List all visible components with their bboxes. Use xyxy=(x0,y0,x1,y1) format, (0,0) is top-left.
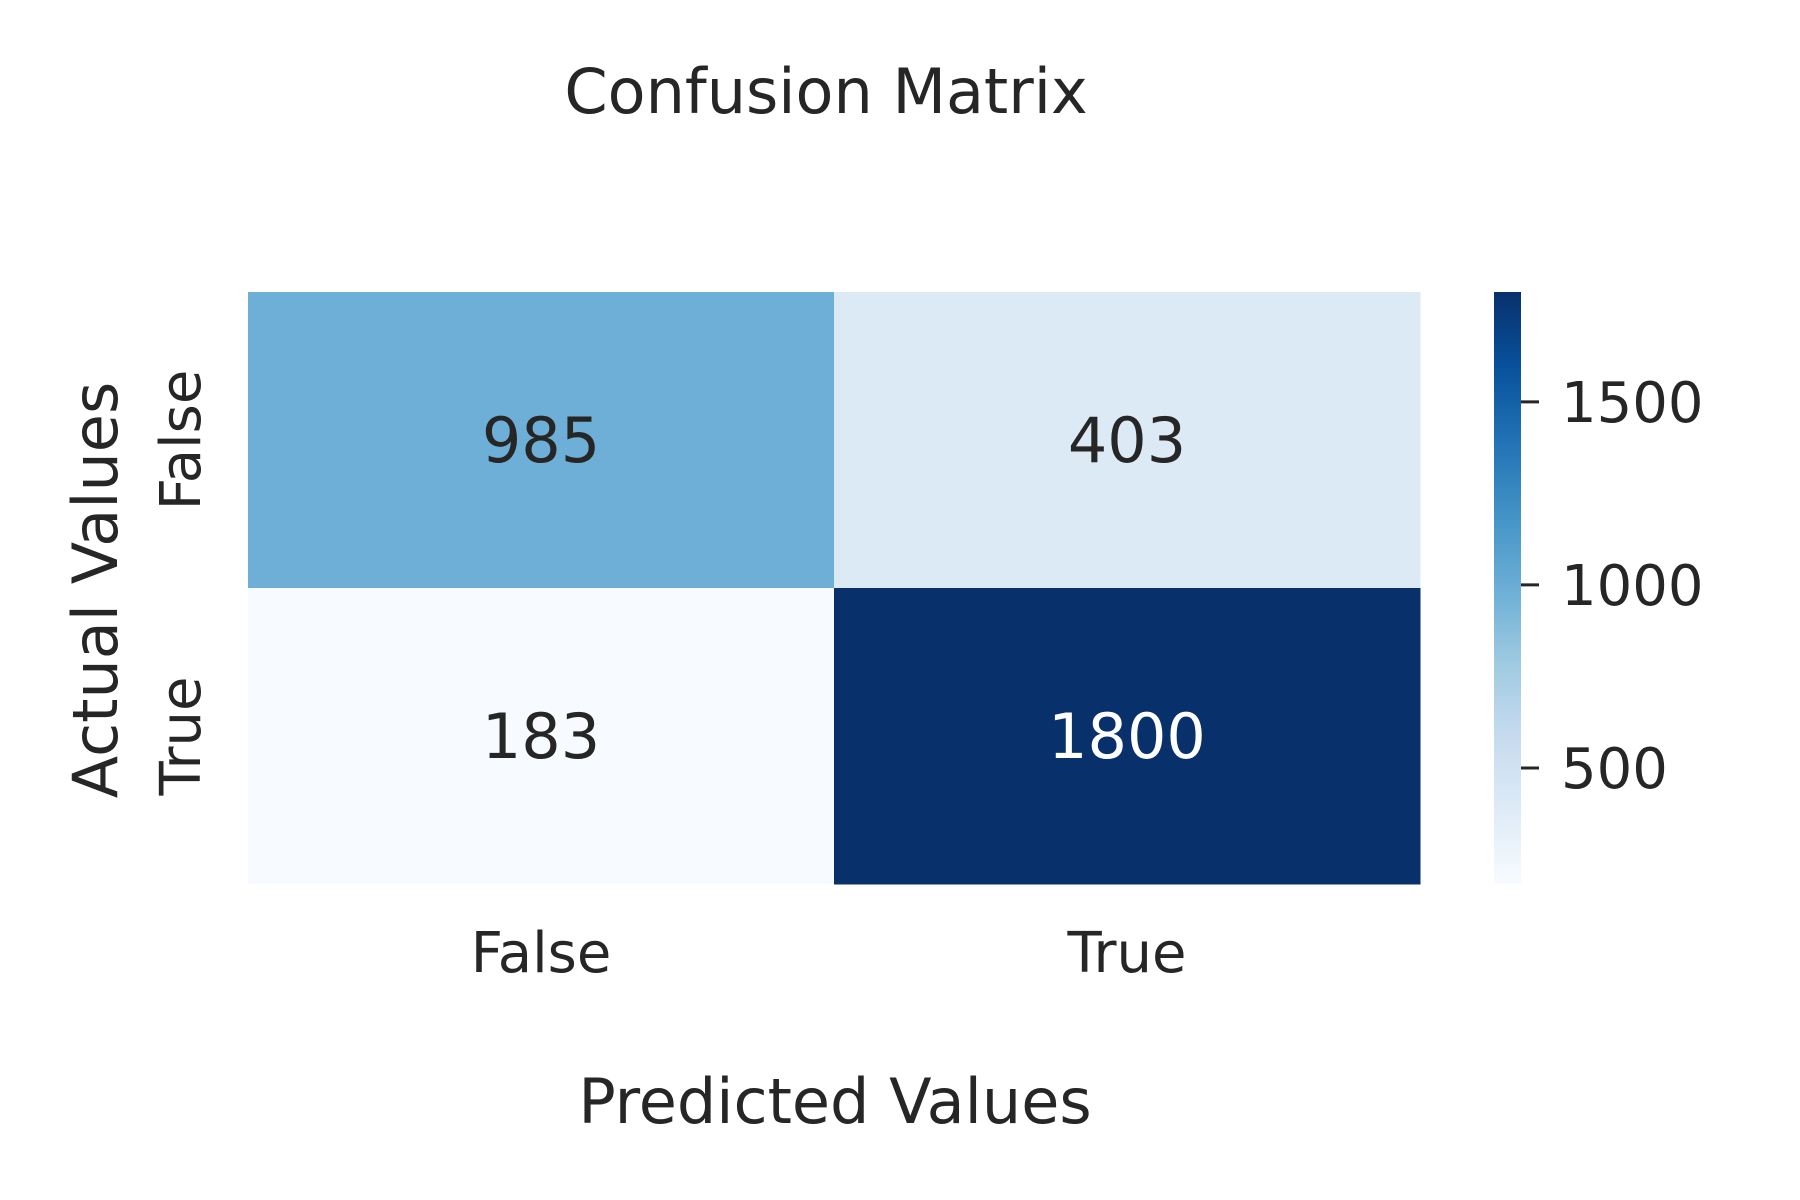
x-tick-label: True xyxy=(1067,921,1187,986)
colorbar xyxy=(1494,292,1521,884)
y-axis-label: Actual Values xyxy=(59,382,132,799)
heatmap-cell xyxy=(834,588,1421,885)
cell-value-label: 985 xyxy=(482,404,600,477)
heatmap-cell-labels: 985 403 183 1800 xyxy=(482,404,1206,773)
chart-title: Confusion Matrix xyxy=(564,55,1087,128)
x-axis-label: Predicted Values xyxy=(578,1065,1091,1138)
cell-value-label: 403 xyxy=(1068,404,1186,477)
cell-value-label: 1800 xyxy=(1048,700,1206,773)
colorbar-ticks: 500 1000 1500 xyxy=(1521,371,1704,802)
heatmap-cell xyxy=(834,292,1421,589)
x-tick-label: False xyxy=(471,921,612,986)
colorbar-tick-label: 1500 xyxy=(1561,371,1704,436)
heatmap-cell xyxy=(248,292,835,589)
heatmap-cell xyxy=(248,588,835,885)
x-tick-labels: False True xyxy=(471,921,1187,986)
y-tick-label: True xyxy=(149,677,214,797)
y-tick-label: False xyxy=(149,370,214,511)
colorbar-tick-label: 500 xyxy=(1561,737,1668,802)
cell-value-label: 183 xyxy=(482,700,600,773)
y-tick-labels: False True xyxy=(149,370,214,797)
colorbar-tick-label: 1000 xyxy=(1561,554,1704,619)
heatmap-cells xyxy=(248,292,1421,885)
